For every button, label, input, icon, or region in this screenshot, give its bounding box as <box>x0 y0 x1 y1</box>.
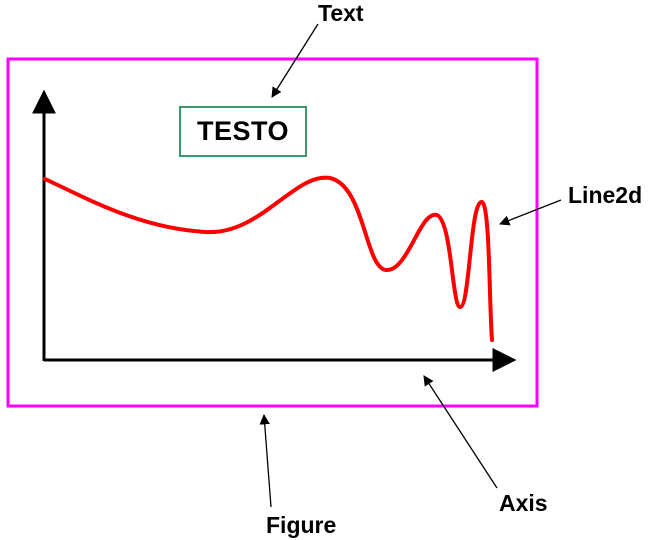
line2d-annotation-arrow <box>500 200 561 224</box>
axis-annotation-label: Axis <box>499 492 548 515</box>
line2d-curve <box>45 178 492 340</box>
text-annotation-label: Text <box>318 2 364 25</box>
testo-label: TESTO <box>197 116 289 147</box>
testo-text-box: TESTO <box>179 106 307 157</box>
line2d-annotation-label: Line2d <box>568 184 642 207</box>
figure-annotation-label: Figure <box>266 514 336 537</box>
axis-annotation-arrow <box>424 376 497 488</box>
figure-annotation-arrow <box>264 415 271 507</box>
